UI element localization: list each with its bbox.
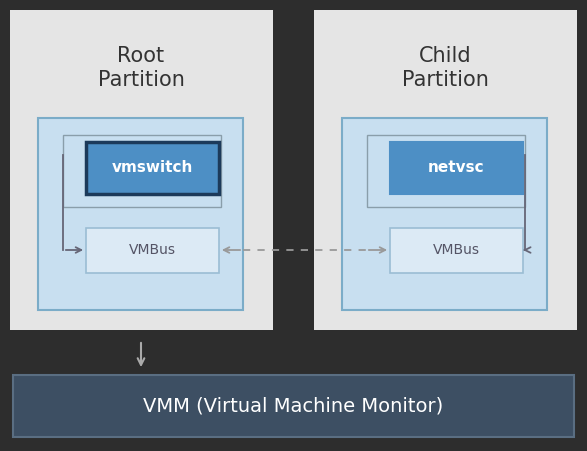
Text: VMBus: VMBus	[433, 243, 480, 257]
Bar	[13, 375, 574, 437]
Bar	[314, 10, 577, 330]
Text: VMM (Virtual Machine Monitor): VMM (Virtual Machine Monitor)	[143, 396, 443, 415]
Bar	[63, 135, 221, 207]
Bar	[390, 142, 523, 194]
Bar	[367, 135, 525, 207]
Bar	[86, 228, 219, 273]
Bar	[38, 118, 243, 310]
Text: Child
Partition: Child Partition	[402, 46, 488, 90]
Bar	[10, 10, 273, 330]
Text: vmswitch: vmswitch	[112, 161, 193, 175]
Bar	[86, 142, 219, 194]
Bar	[342, 118, 547, 310]
Text: netvsc: netvsc	[428, 161, 484, 175]
Text: VMBus: VMBus	[129, 243, 176, 257]
Text: Root
Partition: Root Partition	[97, 46, 184, 90]
Bar	[390, 228, 523, 273]
